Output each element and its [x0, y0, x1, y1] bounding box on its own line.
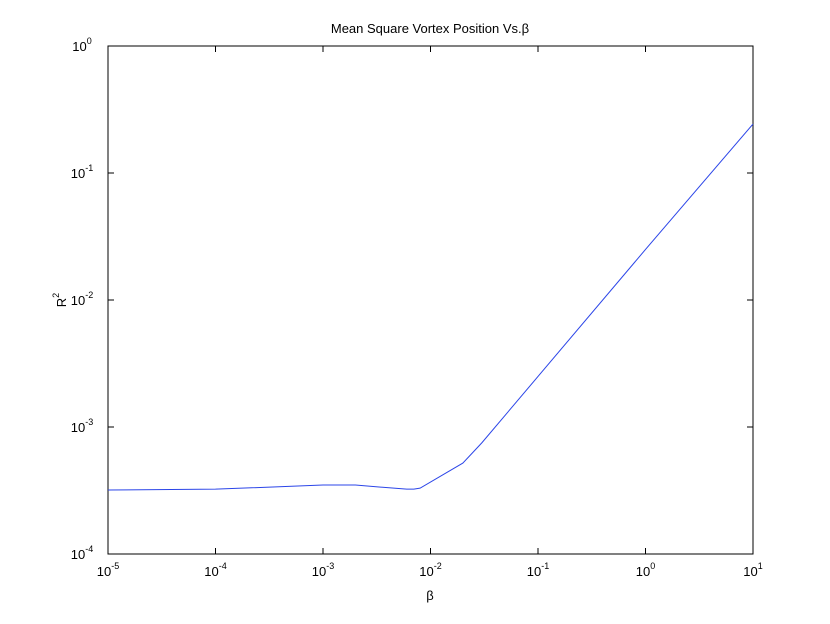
x-tick-label: 100 — [636, 561, 655, 579]
x-tick-label-sup: -5 — [111, 561, 119, 571]
x-axis-label: β — [426, 588, 433, 603]
x-tick-label-sup: -4 — [219, 561, 227, 571]
y-tick-label-base: 10 — [71, 293, 85, 308]
y-tick-label-base: 10 — [71, 420, 85, 435]
y-tick-label-base: 10 — [71, 166, 85, 181]
y-tick-label-base: 10 — [72, 39, 86, 54]
x-tick-label: 10-2 — [419, 561, 441, 579]
x-tick-label-base: 10 — [743, 564, 757, 579]
y-tick-label: 100 — [72, 36, 91, 54]
y-tick-label-sup: 0 — [87, 36, 92, 46]
y-axis-label-base: R — [54, 298, 69, 307]
x-tick-label-base: 10 — [527, 564, 541, 579]
data-line — [107, 123, 754, 491]
y-tick-label-sup: -3 — [85, 417, 93, 427]
y-tick-label: 10-2 — [71, 290, 93, 308]
y-tick-label: 10-1 — [71, 163, 93, 181]
plot-frame — [107, 45, 754, 555]
y-tick-label-sup: -4 — [85, 544, 93, 554]
y-axis-label-sup: 2 — [51, 293, 61, 298]
y-tick-label: 10-3 — [71, 417, 93, 435]
x-tick-label: 101 — [743, 561, 762, 579]
x-tick-label: 10-4 — [204, 561, 226, 579]
x-tick-label-base: 10 — [97, 564, 111, 579]
x-tick-label-sup: -2 — [434, 561, 442, 571]
y-tick-label-sup: -1 — [85, 163, 93, 173]
chart-title: Mean Square Vortex Position Vs.β — [331, 21, 529, 36]
x-tick-label-base: 10 — [419, 564, 433, 579]
x-tick-label-sup: -1 — [541, 561, 549, 571]
x-tick-label-sup: 0 — [650, 561, 655, 571]
x-tick-label-base: 10 — [636, 564, 650, 579]
y-tick-label: 10-4 — [71, 544, 93, 562]
x-tick-label: 10-1 — [527, 561, 549, 579]
x-tick-label-sup: 1 — [758, 561, 763, 571]
x-tick-label: 10-3 — [312, 561, 334, 579]
y-tick-label-base: 10 — [71, 547, 85, 562]
y-tick-label-sup: -2 — [85, 290, 93, 300]
y-axis-label: R2 — [51, 293, 69, 307]
x-tick-label: 10-5 — [97, 561, 119, 579]
x-tick-label-sup: -3 — [326, 561, 334, 571]
x-tick-label-base: 10 — [204, 564, 218, 579]
x-tick-label-base: 10 — [312, 564, 326, 579]
